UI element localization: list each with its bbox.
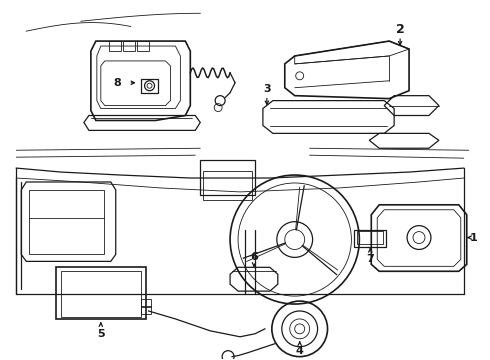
Text: 7: 7 (367, 255, 374, 264)
Text: 5: 5 (97, 329, 105, 339)
Bar (354, 230, 386, 247)
Text: 2: 2 (396, 23, 404, 36)
Text: 8: 8 (114, 78, 122, 88)
Bar (141, 79, 158, 93)
Bar (137, 41, 148, 51)
Text: 1: 1 (470, 233, 478, 243)
Bar (109, 41, 121, 51)
Bar (56, 267, 146, 319)
Bar (357, 231, 383, 244)
Bar (141, 299, 150, 307)
Bar (200, 160, 255, 195)
Bar (122, 41, 135, 51)
Bar (203, 171, 252, 200)
Text: 6: 6 (250, 252, 258, 262)
Bar (29, 190, 104, 255)
Bar (141, 306, 150, 314)
Text: 4: 4 (296, 346, 304, 356)
Text: 3: 3 (263, 84, 270, 94)
Bar (61, 271, 141, 317)
